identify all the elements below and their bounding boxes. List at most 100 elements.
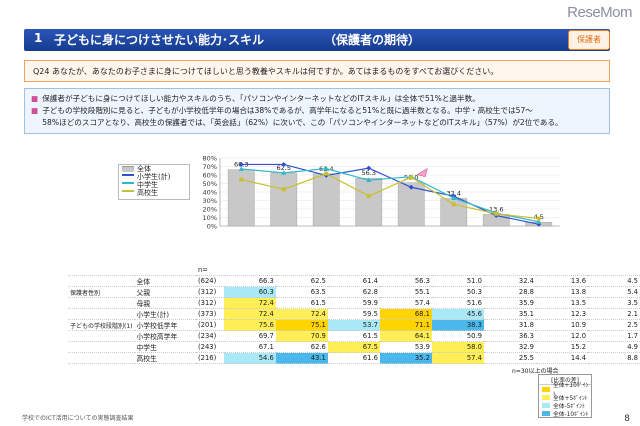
row-n: (243) xyxy=(196,341,224,353)
table-cell: 13.6 xyxy=(536,275,589,287)
table-cell: 69.7 xyxy=(223,330,276,342)
key-label: 全体+10ﾎﾟｲﾝﾄ xyxy=(552,383,589,398)
footer-text: 学校でのICT活用についての実態調査結果 xyxy=(22,415,134,422)
table-cell: 35.2 xyxy=(379,352,432,364)
series-point xyxy=(239,177,244,182)
table-row: 全体 (624) 66.3 62.5 61.4 56.3 51.0 32.4 13.6 4.5 xyxy=(68,275,640,287)
legend-label: 全体 xyxy=(137,165,151,173)
series-point xyxy=(536,216,541,221)
table-cell: 50.3 xyxy=(431,286,484,298)
key-item: 全体-10ﾎﾟｲﾝﾄ xyxy=(539,409,591,418)
table-cell: 70.9 xyxy=(275,330,328,342)
legend-swatch xyxy=(122,181,134,189)
key-label: 全体+5ﾎﾟｲﾝﾄ xyxy=(553,395,588,402)
row-n: (216) xyxy=(196,352,224,364)
table-cell: 2.1 xyxy=(588,308,640,320)
table-cell: 5.4 xyxy=(588,286,640,298)
table-row: 母親 (312) 72.4 61.5 59.9 57.4 51.6 35.9 13.5 3.5 xyxy=(68,297,640,309)
series-point xyxy=(281,170,287,175)
brand-logo: ReseMom xyxy=(567,4,632,21)
key-swatch xyxy=(542,402,550,408)
question-box: Q24 あなたが、あなたのお子さまに身につけてほしいと思う教養やスキルは何ですか… xyxy=(24,60,610,82)
table-cell: 63.5 xyxy=(275,286,328,298)
legend-swatch xyxy=(122,189,134,197)
table-cell: 72.4 xyxy=(223,297,276,309)
table-cell: 61.4 xyxy=(327,275,380,287)
table-cell: 67.5 xyxy=(327,341,380,353)
group-label: 子どもの学校段階別(1) xyxy=(68,319,135,331)
table-cell: 45.6 xyxy=(431,308,484,320)
table-cell: 12.3 xyxy=(536,308,589,320)
section-subtitle: （保護者の期待） xyxy=(324,33,421,47)
key-label: 全体-10ﾎﾟｲﾝﾄ xyxy=(553,411,589,418)
row-n: (201) xyxy=(196,319,224,331)
series-point xyxy=(323,166,329,171)
table-cell: 53.9 xyxy=(379,341,432,353)
table-cell: 61.5 xyxy=(327,330,380,342)
key-title: [比率の差] xyxy=(539,375,591,385)
row-label: 小学校低学年 xyxy=(134,319,196,331)
bar xyxy=(397,182,425,227)
series-point xyxy=(366,177,372,183)
key-swatch xyxy=(542,410,550,416)
series-point xyxy=(281,161,287,167)
table-row: 保護者性別 父親 (312) 60.3 63.5 62.8 55.1 50.3 28.8 13.8… xyxy=(68,286,640,298)
row-n: (234) xyxy=(196,330,224,342)
table-cell: 15.2 xyxy=(536,341,589,353)
table-cell: 8.8 xyxy=(588,352,640,364)
table-cell: 50.9 xyxy=(431,330,484,342)
table-cell: 36.3 xyxy=(483,330,537,342)
table-cell: 72.4 xyxy=(275,308,328,320)
group-label xyxy=(68,352,135,364)
table-row: 小学校高学年 (234) 69.7 70.9 61.5 64.1 50.9 36.3 12.0 1… xyxy=(68,330,640,342)
y-tick-label: 80% xyxy=(203,155,217,163)
legend-item: 高校生 xyxy=(119,189,189,197)
table-row: 小学生(計) (373) 72.4 72.4 59.5 68.1 45.6 35.1 12.3 2… xyxy=(68,308,640,320)
section-number: 1 xyxy=(34,31,43,45)
table-cell: 32.4 xyxy=(483,275,537,287)
series-point xyxy=(536,219,542,224)
table-cell: 38.3 xyxy=(431,319,484,331)
table-cell: 62.5 xyxy=(275,275,328,287)
table-cell: 51.0 xyxy=(431,275,484,287)
section-title-bar: 1 子どもに身につけさせたい能力･スキル （保護者の期待） 保護者 xyxy=(24,29,610,51)
summary-text: 子どもの学校段階別に見ると、子どもが小学校低学年の場合は38%であるが、高学年に… xyxy=(42,106,533,115)
page-number: 8 xyxy=(624,414,630,424)
group-label xyxy=(68,330,135,342)
bar-value-label: 13.6 xyxy=(489,205,503,213)
color-key: [比率の差] 全体+10ﾎﾟｲﾝﾄ 全体+5ﾎﾟｲﾝﾄ 全体-5ﾎﾟｲﾝﾄ 全体-10ﾎ… xyxy=(538,374,592,418)
row-label: 小学校高学年 xyxy=(134,330,196,342)
row-label: 母親 xyxy=(134,297,196,309)
key-swatch xyxy=(542,386,550,392)
table-cell: 13.5 xyxy=(536,297,589,309)
table-cell: 64.1 xyxy=(379,330,432,342)
table-cell: 61.6 xyxy=(327,352,380,364)
legend-label: 中学生 xyxy=(137,181,158,189)
table-cell: 60.3 xyxy=(223,286,276,298)
respondent-badge: 保護者 xyxy=(568,30,610,50)
series-point xyxy=(366,194,371,199)
bar xyxy=(270,172,298,227)
data-table: n= 全体 (624) 66.3 62.5 61.4 56.3 51.0 32.4 13.6 4.5… xyxy=(68,265,640,364)
series-point xyxy=(494,211,499,216)
table-cell: 35.9 xyxy=(483,297,537,309)
row-label: 中学生 xyxy=(134,341,196,353)
legend-item: 全体 xyxy=(119,165,189,173)
table-cell: 28.8 xyxy=(483,286,537,298)
row-label: 全体 xyxy=(134,275,196,287)
table-cell: 59.9 xyxy=(327,297,380,309)
table-cell: 67.1 xyxy=(223,341,276,353)
table-cell: 55.1 xyxy=(379,286,432,298)
row-n: (312) xyxy=(196,297,224,309)
series-point xyxy=(238,161,244,167)
table-cell: 1.7 xyxy=(588,330,640,342)
table-cell: 25.5 xyxy=(483,352,537,364)
series-point xyxy=(238,166,244,171)
table-cell: 35.1 xyxy=(483,308,537,320)
key-item: 全体+5ﾎﾟｲﾝﾄ xyxy=(539,393,591,402)
table-cell: 72.4 xyxy=(223,308,276,320)
table-cell: 61.5 xyxy=(275,297,328,309)
table-cell: 51.6 xyxy=(431,297,484,309)
table-cell: 32.9 xyxy=(483,341,537,353)
legend-swatch xyxy=(122,166,134,172)
